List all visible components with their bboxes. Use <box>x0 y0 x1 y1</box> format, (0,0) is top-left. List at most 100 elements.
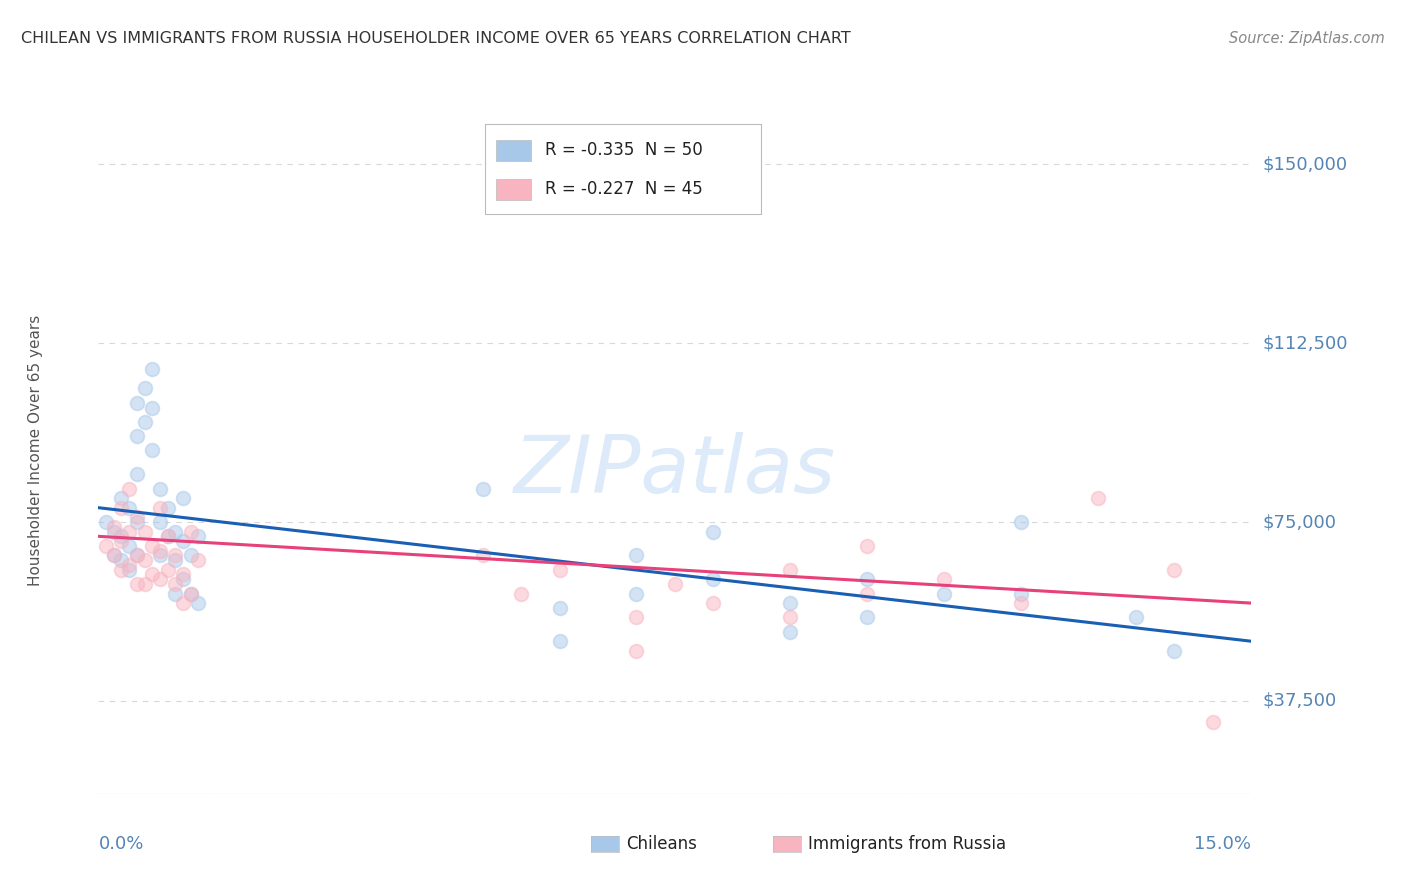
Point <box>856 539 879 553</box>
Point <box>180 586 202 600</box>
Point <box>134 553 156 567</box>
Point <box>156 500 179 515</box>
Point <box>141 401 163 415</box>
Point <box>856 572 879 586</box>
Point <box>134 415 156 429</box>
Point <box>110 534 132 549</box>
Point <box>172 491 194 505</box>
Point <box>471 549 494 563</box>
Point <box>141 443 163 458</box>
Point <box>172 534 194 549</box>
Point <box>165 586 187 600</box>
Point <box>172 596 194 610</box>
Point <box>110 563 132 577</box>
Point <box>165 553 187 567</box>
Point <box>156 563 179 577</box>
Point <box>103 549 125 563</box>
Text: Householder Income Over 65 years: Householder Income Over 65 years <box>28 315 42 586</box>
Point <box>626 586 648 600</box>
Point <box>1010 596 1032 610</box>
Point <box>779 563 801 577</box>
Point <box>134 381 156 395</box>
Point <box>626 610 648 624</box>
Text: R = -0.335  N = 50: R = -0.335 N = 50 <box>544 141 703 160</box>
Text: Immigrants from Russia: Immigrants from Russia <box>808 835 1007 853</box>
Text: $150,000: $150,000 <box>1263 155 1347 173</box>
Text: $112,500: $112,500 <box>1263 334 1348 352</box>
Point <box>103 524 125 539</box>
Point <box>118 539 141 553</box>
Point <box>149 543 172 558</box>
Point <box>1087 491 1109 505</box>
Point <box>149 500 172 515</box>
Text: Chileans: Chileans <box>626 835 696 853</box>
Point <box>118 524 141 539</box>
Point <box>149 482 172 496</box>
Point <box>110 529 132 543</box>
Point <box>702 596 724 610</box>
Text: 15.0%: 15.0% <box>1194 835 1251 853</box>
Point <box>125 549 148 563</box>
Text: Source: ZipAtlas.com: Source: ZipAtlas.com <box>1229 31 1385 46</box>
Point <box>110 553 132 567</box>
Point <box>134 577 156 591</box>
Point <box>779 596 801 610</box>
Point <box>1010 586 1032 600</box>
Point <box>125 396 148 410</box>
Point <box>626 644 648 658</box>
Point <box>103 549 125 563</box>
Point <box>125 429 148 443</box>
Point <box>1202 715 1225 730</box>
Point <box>141 539 163 553</box>
Text: ZIPatlas: ZIPatlas <box>513 432 837 510</box>
Point <box>103 520 125 534</box>
FancyBboxPatch shape <box>485 124 762 213</box>
Point <box>548 600 571 615</box>
Point <box>779 610 801 624</box>
Point <box>125 467 148 482</box>
Text: R = -0.227  N = 45: R = -0.227 N = 45 <box>544 180 703 198</box>
Point <box>856 610 879 624</box>
Point <box>118 558 141 572</box>
Point <box>125 549 148 563</box>
Point <box>1163 563 1185 577</box>
Point <box>172 572 194 586</box>
Point <box>187 553 209 567</box>
Point <box>187 529 209 543</box>
Point <box>1010 515 1032 529</box>
Point <box>180 586 202 600</box>
Point <box>125 515 148 529</box>
Point <box>149 572 172 586</box>
Point <box>165 549 187 563</box>
Bar <box>496 140 531 161</box>
Point <box>156 529 179 543</box>
Point <box>149 549 172 563</box>
Point <box>110 491 132 505</box>
Point <box>141 567 163 582</box>
Point <box>110 500 132 515</box>
Point <box>118 563 141 577</box>
Point <box>156 529 179 543</box>
Point <box>664 577 686 591</box>
Point <box>510 586 533 600</box>
Point <box>180 549 202 563</box>
Point <box>702 572 724 586</box>
Point <box>125 510 148 524</box>
Point <box>856 586 879 600</box>
Point <box>172 567 194 582</box>
Point <box>1163 644 1185 658</box>
Point <box>779 624 801 639</box>
Point <box>141 362 163 376</box>
Point <box>187 596 209 610</box>
Point <box>471 482 494 496</box>
Point <box>548 563 571 577</box>
Point <box>702 524 724 539</box>
Point <box>149 515 172 529</box>
Point <box>134 524 156 539</box>
Text: CHILEAN VS IMMIGRANTS FROM RUSSIA HOUSEHOLDER INCOME OVER 65 YEARS CORRELATION C: CHILEAN VS IMMIGRANTS FROM RUSSIA HOUSEH… <box>21 31 851 46</box>
Point <box>165 524 187 539</box>
Point <box>1125 610 1147 624</box>
Point <box>118 500 141 515</box>
Point <box>932 586 955 600</box>
Point <box>626 549 648 563</box>
